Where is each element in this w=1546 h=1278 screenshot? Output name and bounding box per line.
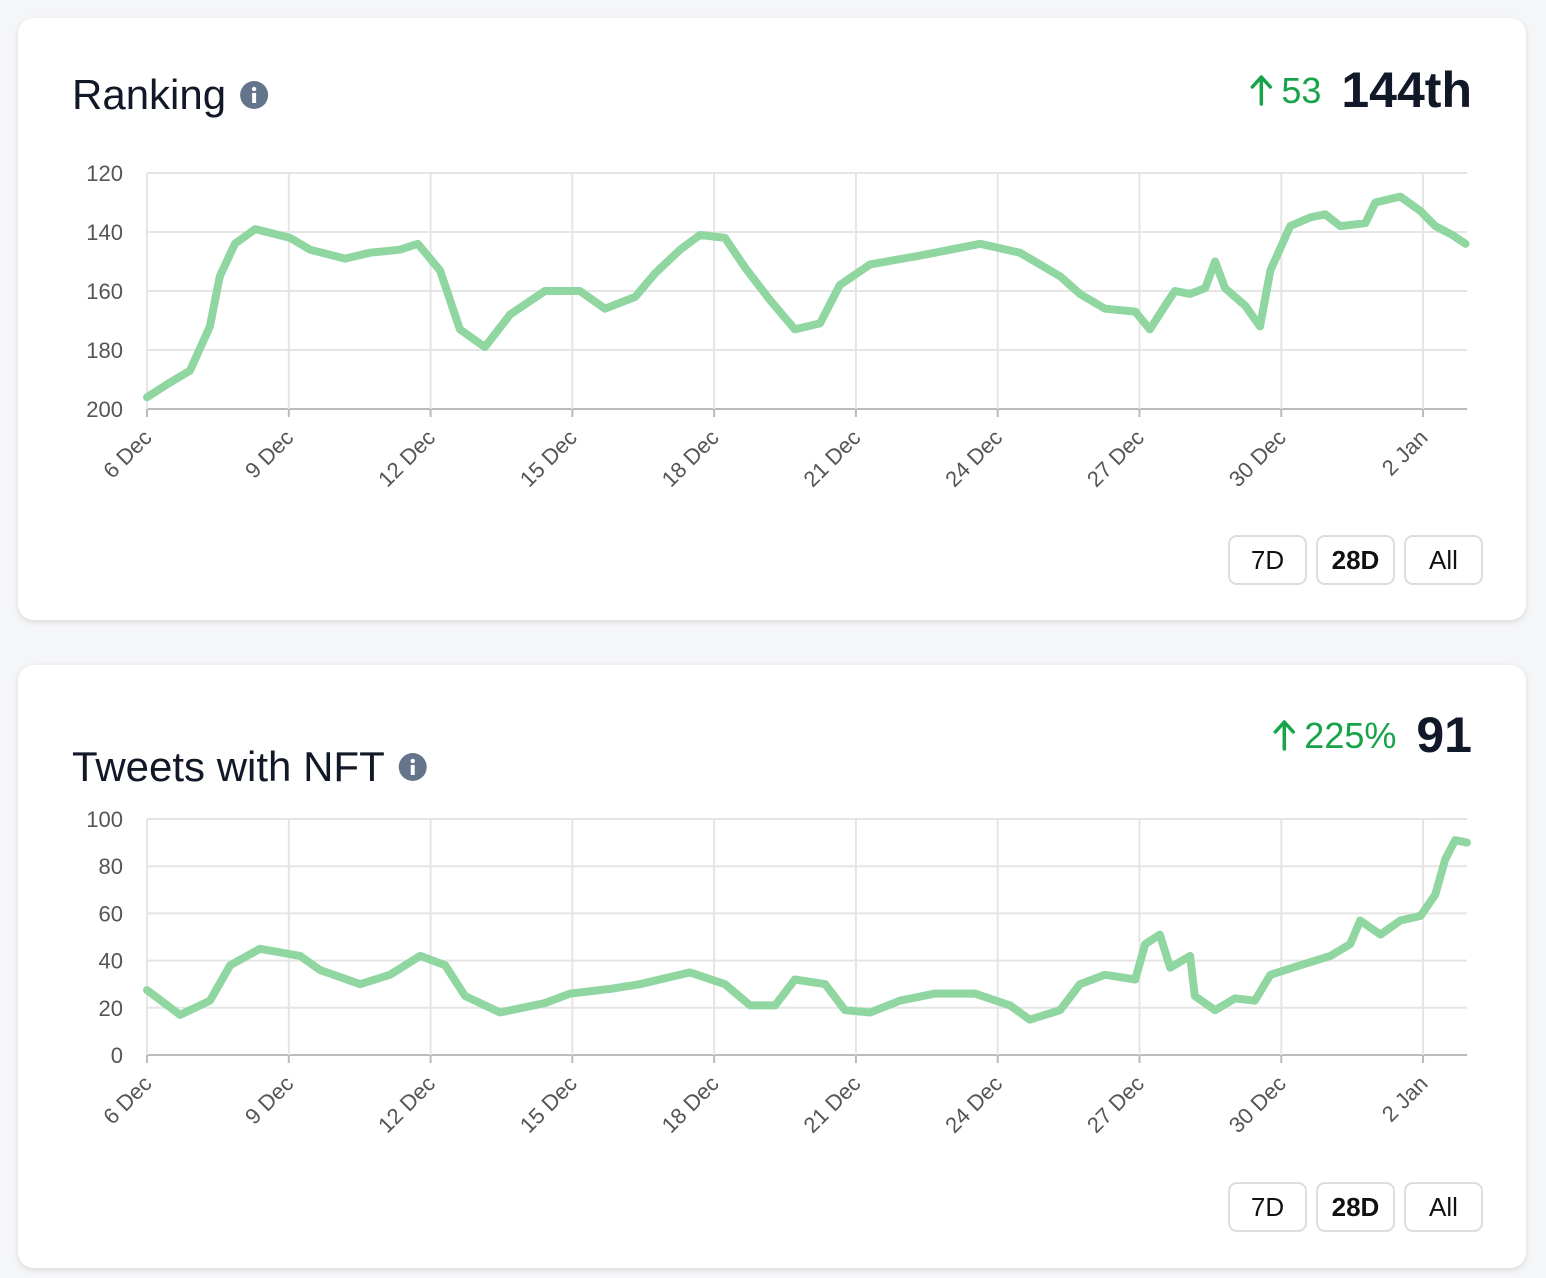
y-tick-label: 140 [86,220,123,245]
card [18,18,1526,620]
button-label: 28D [1332,545,1380,575]
data-line [143,192,1470,402]
button-label: 7D [1251,545,1284,575]
info-icon [398,753,427,781]
range-button[interactable]: 7D [1228,535,1307,585]
info-icon [240,81,269,109]
chart-title: Tweets with NFT [72,743,385,790]
button-frame [1316,535,1395,585]
change-value: 53 [1281,70,1321,111]
data-line [143,836,1471,1024]
button-label: All [1429,545,1458,575]
y-tick-label: 20 [99,996,123,1021]
y-tick-label: 180 [86,338,123,363]
info-dot [251,86,257,92]
y-tick-label: 120 [86,161,123,186]
range-button[interactable]: All [1404,1182,1483,1232]
button-frame [1228,1182,1307,1232]
info-bar [252,93,257,103]
button-frame [1228,535,1307,585]
y-tick-label: 60 [99,901,123,926]
chart-title: Ranking [72,71,226,118]
info-dot [410,758,415,764]
change-value: 225% [1304,715,1396,756]
card [18,665,1526,1268]
current-value: 144th [1341,62,1472,118]
button-frame [1316,1182,1395,1232]
button-frame [1404,535,1483,585]
range-button[interactable]: 28D [1316,1182,1395,1232]
button-label: All [1429,1192,1458,1222]
button-label: 28D [1332,1192,1380,1222]
range-button[interactable]: All [1404,535,1483,585]
y-tick-label: 200 [86,397,123,422]
info-bar [410,765,415,775]
up-arrow [1273,720,1296,751]
button-label: 7D [1251,1192,1284,1222]
up-arrow [1250,75,1273,106]
button-frame [1404,1182,1483,1232]
y-tick-label: 100 [86,807,123,832]
range-button[interactable]: 7D [1228,1182,1307,1232]
y-tick-label: 80 [99,854,123,879]
y-tick-label: 0 [111,1043,123,1068]
range-button[interactable]: 28D [1316,535,1395,585]
y-tick-label: 160 [86,279,123,304]
current-value: 91 [1416,707,1472,763]
y-tick-label: 40 [99,949,123,974]
